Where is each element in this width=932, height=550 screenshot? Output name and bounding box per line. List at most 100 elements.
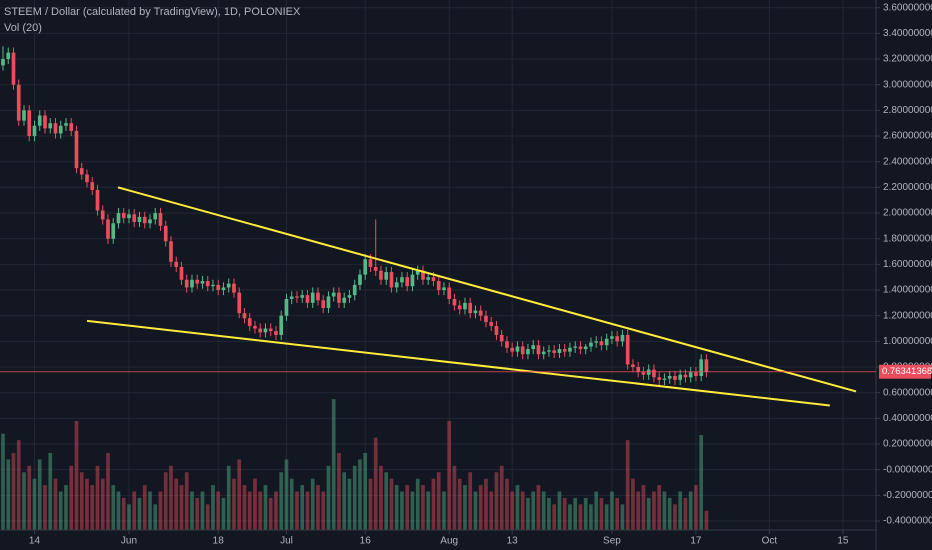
candle-body bbox=[258, 328, 263, 333]
volume-bar bbox=[111, 485, 116, 530]
volume-bar bbox=[694, 485, 698, 530]
x-tick-label: Oct bbox=[762, 536, 778, 547]
candle-body bbox=[148, 219, 152, 224]
candle-body bbox=[573, 346, 578, 348]
volume-bar bbox=[625, 440, 630, 530]
volume-bar bbox=[48, 453, 53, 530]
volume-bar bbox=[79, 472, 84, 530]
candle-body bbox=[190, 279, 194, 288]
candle-body bbox=[263, 328, 268, 333]
volume-bar bbox=[610, 491, 614, 530]
candle-body bbox=[142, 216, 147, 224]
y-tick-label: 2.60000000 bbox=[883, 131, 932, 142]
volume-bar bbox=[384, 472, 389, 530]
volume-bar bbox=[688, 491, 693, 530]
volume-bar bbox=[405, 485, 410, 530]
volume-bar bbox=[163, 472, 168, 530]
candle-body bbox=[169, 241, 173, 262]
x-tick-label: 13 bbox=[507, 536, 519, 547]
volume-bar bbox=[132, 491, 137, 530]
volume-bar bbox=[520, 491, 525, 530]
candle-body bbox=[568, 347, 572, 352]
volume-bar bbox=[90, 485, 95, 530]
candle-body bbox=[589, 342, 593, 347]
candle-body bbox=[526, 349, 530, 355]
volume-bar bbox=[494, 472, 499, 530]
volume-bar bbox=[69, 465, 74, 530]
volume-bar bbox=[326, 465, 331, 530]
volume-bar bbox=[484, 478, 488, 530]
candle-body bbox=[352, 284, 357, 296]
volume-bar bbox=[631, 478, 635, 530]
candle-body bbox=[153, 213, 158, 220]
volume-bar bbox=[578, 504, 583, 530]
candle-body bbox=[174, 261, 179, 267]
volume-bar bbox=[53, 478, 58, 530]
candle-body bbox=[184, 279, 189, 288]
candle-body bbox=[394, 282, 399, 288]
candle-body bbox=[463, 302, 467, 310]
y-tick-label: 2.80000000 bbox=[883, 105, 932, 116]
candle-body bbox=[16, 84, 21, 121]
x-tick-label: Jun bbox=[121, 536, 137, 547]
volume-bar bbox=[463, 485, 467, 530]
candle-body bbox=[699, 359, 704, 377]
volume-bar bbox=[289, 478, 294, 530]
candle-body bbox=[1, 59, 5, 66]
candle-body bbox=[536, 345, 541, 355]
candle-body bbox=[195, 279, 200, 284]
candle-body bbox=[48, 123, 53, 129]
candle-body bbox=[106, 219, 110, 239]
y-tick-label: 3.20000000 bbox=[883, 54, 932, 65]
volume-bar bbox=[16, 440, 21, 530]
volume-bar bbox=[531, 491, 536, 530]
volume-bar bbox=[452, 465, 457, 530]
volume-bar bbox=[394, 485, 399, 530]
volume-bar bbox=[662, 491, 667, 530]
candle-body bbox=[389, 272, 394, 288]
candle-body bbox=[657, 377, 662, 380]
volume-bar bbox=[358, 459, 362, 530]
volume-bar bbox=[169, 465, 173, 530]
y-tick-label: 0.60000000 bbox=[883, 387, 932, 398]
volume-bar bbox=[184, 472, 189, 530]
volume-bar bbox=[568, 504, 572, 530]
volume-bar bbox=[274, 491, 278, 530]
candle-body bbox=[232, 283, 236, 293]
volume-bar bbox=[363, 453, 368, 530]
volume-bar bbox=[247, 491, 252, 530]
candle-body bbox=[541, 351, 546, 355]
candle-body bbox=[158, 213, 163, 226]
candle-body bbox=[216, 284, 221, 291]
y-tick-label: 3.60000000 bbox=[883, 2, 932, 13]
candle-body bbox=[363, 259, 368, 275]
volume-bar bbox=[316, 485, 320, 530]
volume-bar bbox=[641, 485, 646, 530]
y-tick-label: 2.40000000 bbox=[883, 156, 932, 167]
candle-body bbox=[305, 295, 310, 303]
volume-bar bbox=[6, 459, 11, 530]
candle-body bbox=[211, 284, 215, 287]
candle-body bbox=[79, 168, 84, 175]
volume-bar bbox=[379, 465, 383, 530]
volume-bar bbox=[421, 485, 425, 530]
volume-bar bbox=[447, 420, 452, 530]
y-tick-label: 3.00000000 bbox=[883, 79, 932, 90]
candle-body bbox=[58, 125, 63, 134]
candle-body bbox=[636, 367, 641, 373]
volume-bar bbox=[310, 478, 315, 530]
candle-body bbox=[499, 334, 504, 342]
volume-bar bbox=[620, 504, 625, 530]
candle-body bbox=[489, 322, 494, 326]
volume-bar bbox=[179, 485, 184, 530]
candle-body bbox=[69, 123, 74, 131]
candle-body bbox=[468, 302, 473, 314]
volume-bar bbox=[573, 497, 578, 530]
candle-body bbox=[116, 213, 121, 224]
y-tick-label: 3.40000000 bbox=[883, 28, 932, 39]
volume-bar bbox=[237, 459, 242, 530]
candle-body bbox=[594, 341, 599, 343]
x-tick-label: 15 bbox=[837, 536, 849, 547]
volume-bar bbox=[116, 491, 121, 530]
volume-bar bbox=[337, 453, 341, 530]
